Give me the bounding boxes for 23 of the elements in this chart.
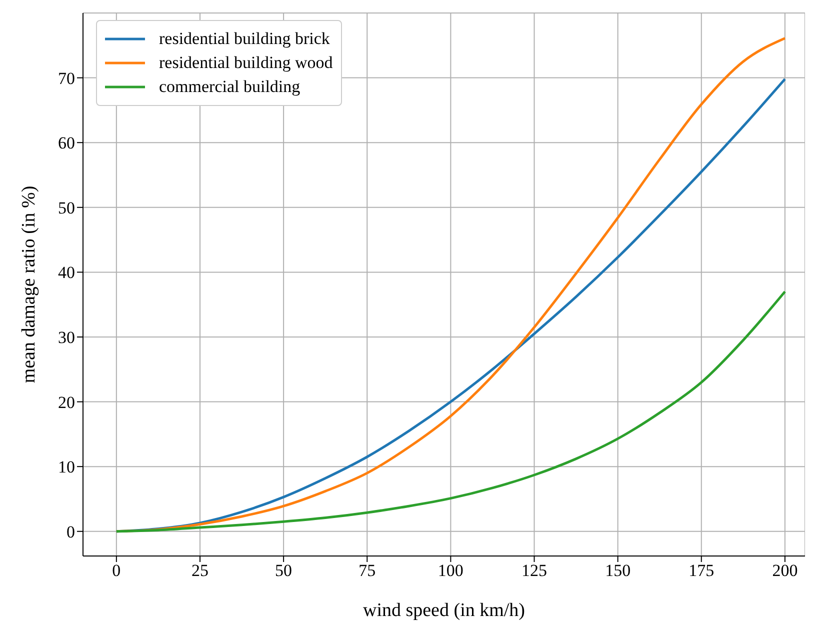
y-tick-label: 20 <box>58 392 75 412</box>
y-tick-label: 10 <box>58 458 75 477</box>
x-axis-title: wind speed (in km/h) <box>362 600 526 621</box>
x-tick-label: 0 <box>112 561 121 580</box>
y-tick-label: 40 <box>58 263 75 282</box>
y-tick-label: 70 <box>58 68 75 88</box>
x-tick-label: 125 <box>522 561 547 580</box>
x-tick-label: 175 <box>688 561 714 580</box>
y-axis-title: mean damage ratio (in %) <box>18 186 40 384</box>
x-tick-label: 150 <box>605 561 631 580</box>
x-tick-label: 50 <box>275 561 292 580</box>
line-series <box>115 290 786 533</box>
y-tick-label: 50 <box>58 198 75 218</box>
legend-label: commercial building <box>159 77 300 97</box>
x-tick-label: 200 <box>772 561 798 580</box>
x-tick-label: 25 <box>191 561 208 580</box>
legend-label: residential building brick <box>159 29 330 49</box>
y-tick-label: 30 <box>58 328 75 348</box>
x-tick-label: 100 <box>438 561 464 580</box>
legend-label: residential building wood <box>159 53 333 73</box>
y-tick-label: 60 <box>58 134 75 153</box>
y-tick-label: 0 <box>66 522 75 542</box>
x-tick-label: 75 <box>358 561 376 580</box>
